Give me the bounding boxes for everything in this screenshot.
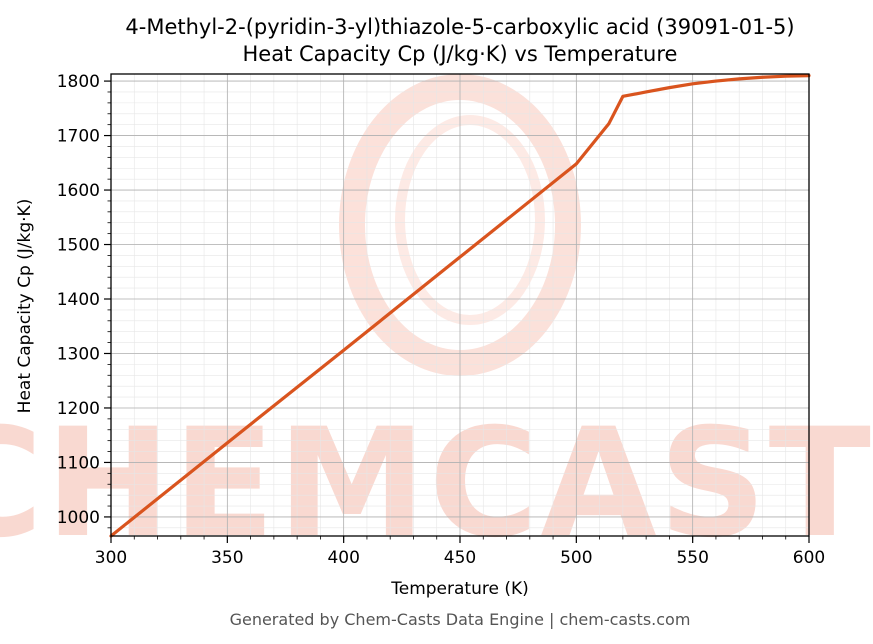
chart-subtitle: Heat Capacity Cp (J/kg·K) vs Temperature [243,42,678,66]
y-tick-label: 1500 [57,236,100,256]
y-axis-ticks: 1000 1100 1200 1300 1400 1500 1600 1700 1800 [57,72,111,529]
x-tick-label: 400 [327,548,359,568]
series-layer [109,74,811,538]
x-tick-label: 550 [676,548,708,568]
y-tick-label: 1700 [57,127,100,147]
series-line-0 [109,74,811,538]
chart-title: 4-Methyl-2-(pyridin-3-yl)thiazole-5-carb… [125,15,794,39]
x-tick-label: 350 [211,548,243,568]
x-tick-label: 600 [793,548,825,568]
footer-credit: Generated by Chem-Casts Data Engine | ch… [230,610,691,629]
y-tick-label: 1800 [57,72,100,92]
y-tick-label: 1400 [57,290,100,310]
watermark-logo-inner [395,115,545,325]
x-tick-label: 450 [444,548,476,568]
y-tick-label: 1100 [57,453,100,473]
major-grid [110,74,810,536]
y-tick-label: 1600 [57,181,100,201]
x-tick-label: 300 [95,548,127,568]
y-tick-label: 1300 [57,344,100,364]
y-axis-label: Heat Capacity Cp (J/kg·K) [15,199,35,414]
y-tick-label: 1000 [57,508,100,528]
x-axis-ticks: 300 350 400 450 500 550 600 [95,536,825,568]
x-axis-label: Temperature (K) [390,579,529,599]
y-tick-label: 1200 [57,399,100,419]
x-tick-label: 500 [560,548,592,568]
